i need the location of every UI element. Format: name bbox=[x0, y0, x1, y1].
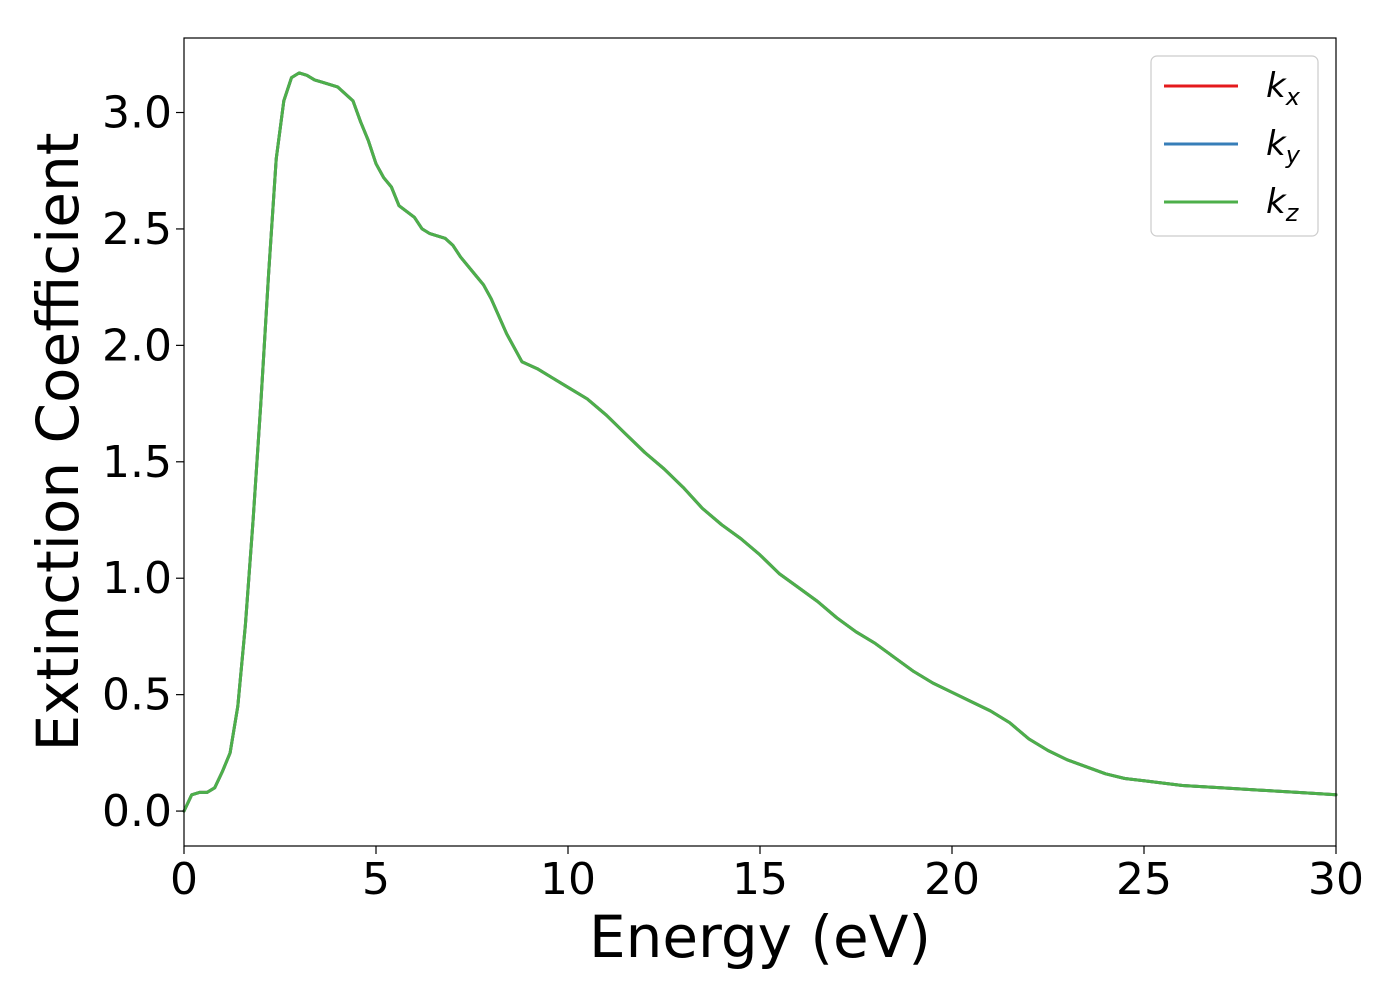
y-tick-label: 0.0 bbox=[102, 786, 172, 837]
x-tick-label: 10 bbox=[540, 854, 596, 905]
y-tick-label: 1.0 bbox=[102, 553, 172, 604]
y-tick-label: 2.5 bbox=[102, 204, 172, 255]
series-layer bbox=[182, 71, 1338, 813]
legend-label-y: ky bbox=[1266, 124, 1301, 169]
x-tick-label: 15 bbox=[732, 854, 788, 905]
x-tick-label: 5 bbox=[362, 854, 390, 905]
x-tick-label: 25 bbox=[1116, 854, 1172, 905]
legend: kx ky kz bbox=[1150, 55, 1319, 237]
y-axis-label: Extinction Coefficient bbox=[24, 133, 92, 752]
series-line-z bbox=[182, 71, 1338, 813]
x-axis-label: Energy (eV) bbox=[589, 903, 931, 971]
x-tick-label: 30 bbox=[1308, 854, 1364, 905]
legend-box bbox=[1150, 55, 1319, 237]
y-tick-label: 0.5 bbox=[102, 670, 172, 721]
x-axis: 0 5 10 15 20 25 30 bbox=[170, 846, 1364, 905]
legend-label-z: kz bbox=[1266, 182, 1300, 227]
y-tick-label: 1.5 bbox=[102, 437, 172, 488]
legend-label-x: kx bbox=[1266, 66, 1301, 111]
x-tick-label: 20 bbox=[924, 854, 980, 905]
y-tick-label: 2.0 bbox=[102, 320, 172, 371]
y-tick-label: 3.0 bbox=[102, 88, 172, 139]
x-tick-label: 0 bbox=[170, 854, 198, 905]
y-axis: 0.0 0.5 1.0 1.5 2.0 2.5 3.0 bbox=[102, 88, 184, 837]
